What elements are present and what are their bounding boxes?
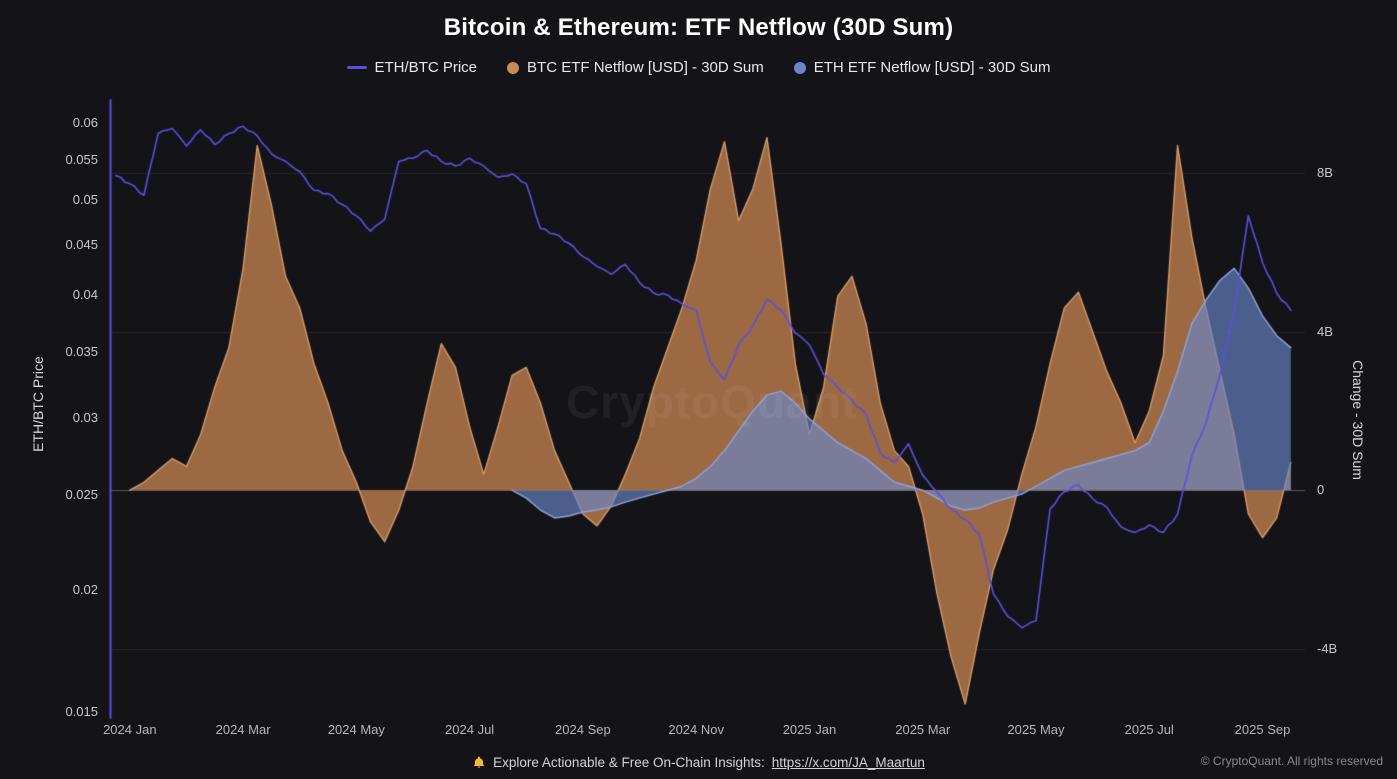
- y-left-tick-label: 0.03: [72, 409, 98, 425]
- y-left-tick-label: 0.05: [72, 192, 98, 208]
- bell-icon: [472, 755, 486, 770]
- x-tick-label: 2024 Mar: [215, 722, 271, 737]
- x-tick-label: 2025 Mar: [895, 722, 951, 737]
- y-left-tick-label: 0.04: [72, 287, 98, 303]
- y-left-tick-label: 0.055: [65, 151, 98, 167]
- x-tick-label: 2025 Jan: [782, 722, 837, 737]
- x-tick-label: 2024 Jan: [103, 722, 157, 737]
- y-left-tick-label: 0.035: [65, 343, 98, 359]
- right-axis-title: Change - 30D Sum: [1350, 360, 1366, 480]
- y-left-tick-label: 0.015: [65, 704, 98, 720]
- x-tick-label: 2025 May: [1007, 722, 1065, 737]
- footer-link[interactable]: https://x.com/JA_Maartun: [771, 755, 925, 770]
- copyright: © CryptoQuant. All rights reserved: [1200, 754, 1383, 768]
- y-left-tick-label: 0.02: [72, 581, 98, 597]
- footer-banner: Explore Actionable & Free On-Chain Insig…: [0, 755, 1397, 770]
- footer-insight-text: Explore Actionable & Free On-Chain Insig…: [493, 755, 765, 770]
- y-right-tick-label: 0: [1317, 482, 1325, 498]
- y-left-tick-label: 0.045: [65, 237, 98, 253]
- x-tick-label: 2025 Sep: [1234, 722, 1291, 737]
- x-tick-label: 2025 Jul: [1124, 722, 1174, 737]
- y-left-tick-label: 0.025: [65, 487, 98, 503]
- x-tick-label: 2024 Jul: [445, 722, 495, 737]
- x-tick-label: 2024 Sep: [555, 722, 611, 737]
- y-left-tick-label: 0.06: [72, 114, 98, 130]
- y-right-tick-label: 8B: [1317, 165, 1333, 181]
- left-axis-title: ETH/BTC Price: [30, 356, 46, 452]
- y-right-tick-label: 4B: [1317, 323, 1333, 339]
- x-tick-label: 2024 Nov: [668, 722, 724, 737]
- y-right-tick-label: -4B: [1317, 640, 1338, 656]
- x-tick-label: 2024 May: [327, 722, 385, 737]
